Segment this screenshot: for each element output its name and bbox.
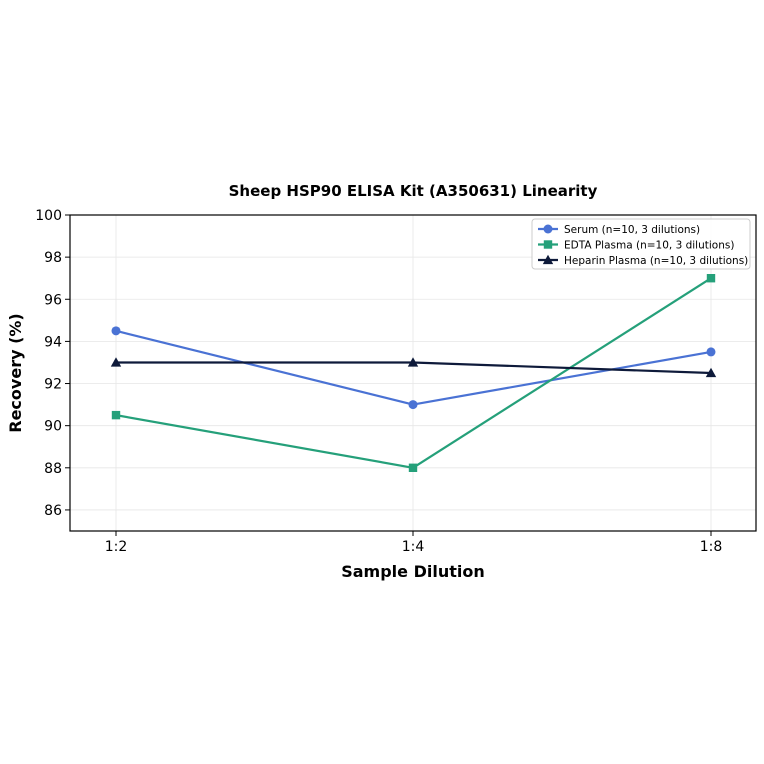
legend: Serum (n=10, 3 dilutions) EDTA Plasma (n=… bbox=[531, 218, 751, 270]
series-layer bbox=[110, 274, 717, 472]
legend-label: EDTA Plasma (n=10, 3 dilutions) bbox=[564, 240, 734, 252]
serum-line bbox=[115, 329, 712, 406]
chart-title: Sheep HSP90 ELISA Kit (A350631) Linearit… bbox=[229, 182, 598, 200]
legend-item-serum: Serum (n=10, 3 dilutions) bbox=[538, 224, 700, 236]
y-tick-label: 92 bbox=[44, 377, 62, 393]
heparin-plasma-point bbox=[407, 357, 419, 367]
edta-plasma-point bbox=[111, 410, 121, 420]
heparin-plasma-line-group bbox=[110, 357, 717, 378]
y-tick-label: 94 bbox=[44, 334, 62, 350]
heparin-plasma-point bbox=[705, 367, 717, 378]
y-tick-label: 96 bbox=[44, 292, 62, 308]
edta-plasma-point bbox=[408, 463, 418, 472]
x-tick-label: 1:8 bbox=[700, 539, 723, 555]
serum-point bbox=[111, 326, 121, 336]
serum-point-legend bbox=[543, 224, 553, 234]
x-tick-label: 1:2 bbox=[105, 539, 128, 555]
axis-ticks: 86 88 90 92 94 96 98 100 1:2 1:4 1:8 bbox=[35, 208, 722, 555]
legend-label: Serum (n=10, 3 dilutions) bbox=[564, 224, 700, 236]
legend-box bbox=[531, 218, 751, 270]
edta-plasma-point bbox=[706, 274, 716, 283]
heparin-plasma-point-legend bbox=[542, 254, 554, 265]
serum-line-group bbox=[111, 326, 716, 410]
y-tick-label: 100 bbox=[35, 208, 62, 224]
legend-item-edta-plasma: EDTA Plasma (n=10, 3 dilutions) bbox=[538, 240, 734, 252]
y-axis-label: Recovery (%) bbox=[6, 313, 25, 432]
x-axis-label: Sample Dilution bbox=[341, 562, 485, 581]
y-tick-label: 88 bbox=[44, 461, 62, 477]
y-tick-label: 90 bbox=[44, 419, 62, 435]
edta-plasma-point-legend bbox=[543, 240, 553, 249]
serum-point bbox=[706, 347, 716, 357]
edta-plasma-line-group bbox=[111, 274, 716, 472]
y-tick-label: 98 bbox=[44, 250, 62, 266]
x-tick-label: 1:4 bbox=[402, 539, 425, 555]
legend-label: Heparin Plasma (n=10, 3 dilutions) bbox=[564, 255, 748, 267]
edta-plasma-line bbox=[115, 277, 712, 469]
y-tick-label: 86 bbox=[44, 503, 62, 519]
serum-point bbox=[408, 400, 418, 410]
heparin-plasma-point bbox=[110, 357, 122, 367]
legend-item-heparin-plasma: Heparin Plasma (n=10, 3 dilutions) bbox=[538, 254, 748, 267]
